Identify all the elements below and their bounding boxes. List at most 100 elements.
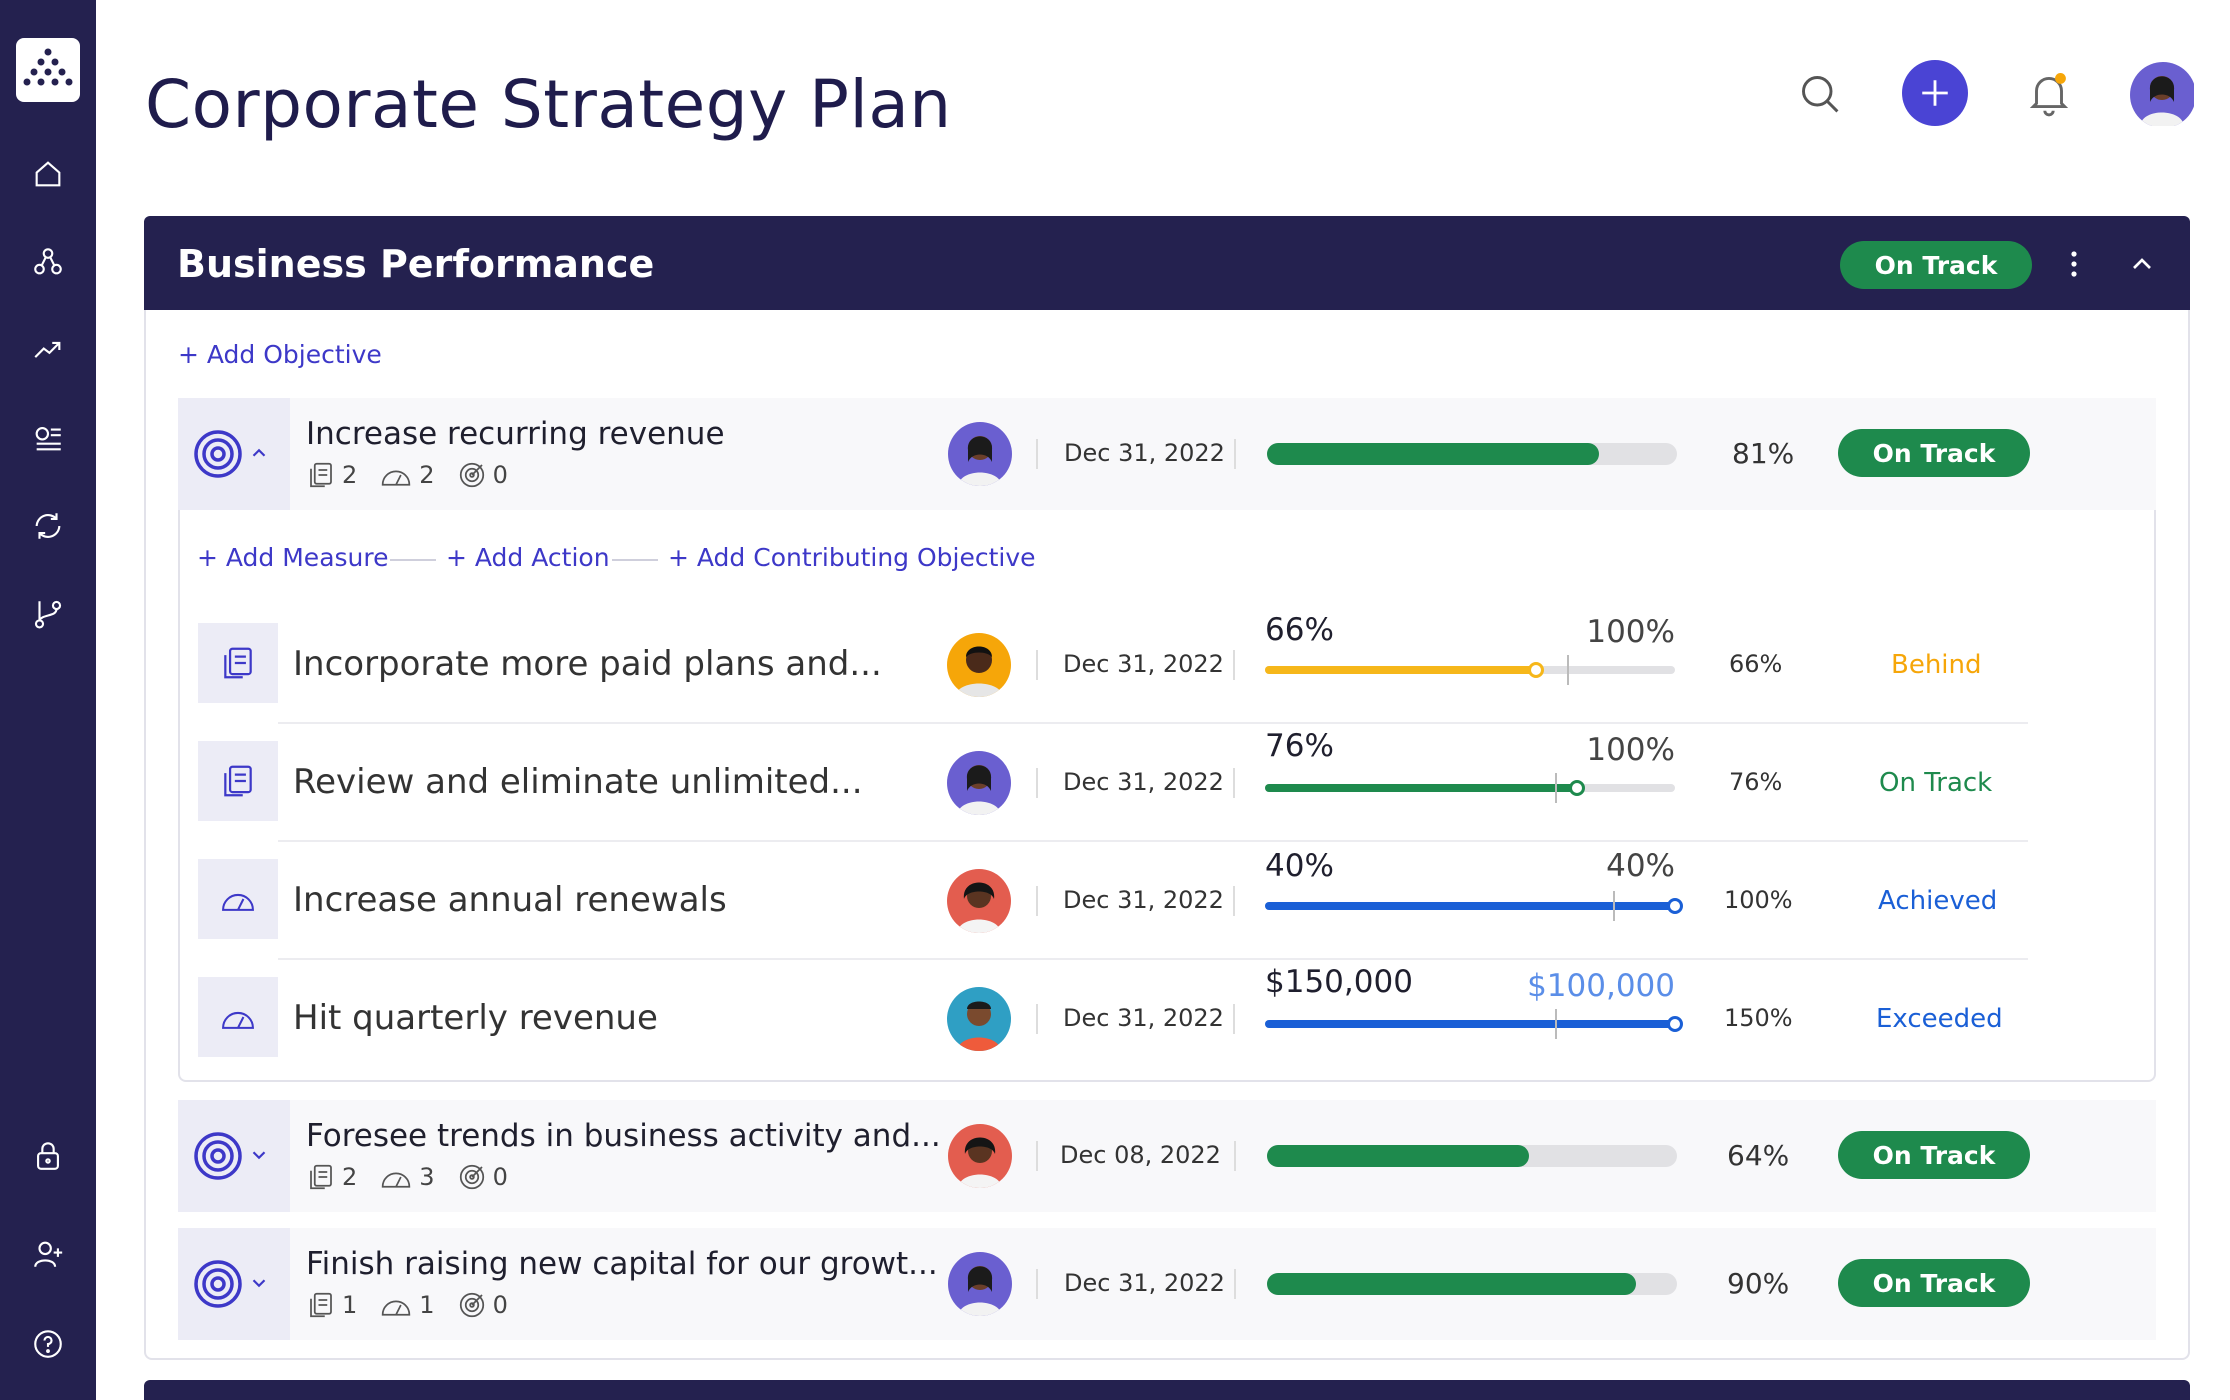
objective-title[interactable]: Foresee trends in business activity and.… [306, 1118, 941, 1154]
objective-detail-panel [178, 510, 2156, 1082]
hierarchy-icon[interactable] [30, 244, 66, 280]
collapse-chevron-icon[interactable] [2126, 248, 2158, 280]
measure-row[interactable]: Incorporate more paid plans and... Dec 3… [198, 606, 2028, 724]
separator [1036, 768, 1038, 798]
add-objective-link[interactable]: + Add Objective [178, 340, 382, 369]
logo-icon [23, 48, 73, 86]
measure-date: Dec 31, 2022 [1063, 650, 1224, 678]
measure-title[interactable]: Hit quarterly revenue [293, 998, 658, 1038]
measure-percent: 100% [1724, 886, 1793, 914]
target-marker [1567, 655, 1569, 685]
measure-target-value: $100,000 [1527, 968, 1675, 1004]
owner-avatar[interactable] [947, 987, 1011, 1051]
search-icon[interactable] [1796, 70, 1844, 118]
more-options-icon[interactable] [2064, 244, 2084, 284]
list-icon[interactable] [30, 420, 66, 456]
add-action-link[interactable]: + Add Action [446, 543, 610, 572]
trend-icon[interactable] [30, 332, 66, 368]
bell-icon[interactable] [2022, 66, 2076, 120]
target-icon [194, 430, 242, 478]
objective-icon-cell [178, 398, 290, 510]
objective-row[interactable]: Finish raising new capital for our growt… [178, 1228, 2156, 1340]
separator [1036, 650, 1038, 680]
measure-status: On Track [1879, 768, 1993, 798]
owner-avatar[interactable] [947, 633, 1011, 697]
objective-date: Dec 31, 2022 [1064, 1269, 1225, 1297]
separator [1233, 650, 1235, 680]
objective-date: Dec 31, 2022 [1064, 439, 1225, 467]
home-icon[interactable] [30, 156, 66, 192]
separator [1234, 439, 1236, 469]
objective-status-badge[interactable]: On Track [1838, 1131, 2030, 1179]
measure-row[interactable]: Review and eliminate unlimited... Dec 31… [198, 724, 2028, 842]
objective-percent: 90% [1727, 1267, 1790, 1300]
app-logo[interactable] [16, 38, 80, 102]
help-icon[interactable] [30, 1326, 66, 1362]
measure-icon [224, 647, 252, 679]
plus-icon [1922, 80, 1948, 106]
measure-count: 2 [342, 1163, 358, 1191]
measure-status: Behind [1891, 650, 1982, 680]
add-contributing-objective-link[interactable]: + Add Contributing Objective [668, 543, 1036, 572]
objective-row[interactable]: Increase recurring revenue 2 2 0 [178, 398, 2156, 510]
action-count: 3 [419, 1163, 435, 1191]
owner-avatar[interactable] [948, 1124, 1012, 1188]
measure-row[interactable]: Hit quarterly revenue Dec 31, 2022 $150,… [198, 960, 2028, 1078]
objective-date: Dec 08, 2022 [1060, 1141, 1221, 1169]
owner-avatar[interactable] [947, 751, 1011, 815]
lock-icon[interactable] [30, 1138, 66, 1174]
section-status-badge[interactable]: On Track [1840, 241, 2032, 289]
objective-percent: 64% [1727, 1139, 1790, 1172]
chevron-down-icon[interactable] [248, 1272, 270, 1294]
owner-avatar[interactable] [947, 869, 1011, 933]
objective-percent: 81% [1732, 437, 1795, 470]
chevron-down-icon[interactable] [248, 1144, 270, 1166]
measure-current-value: 76% [1265, 728, 1334, 764]
objective-progress-bar [1267, 1273, 1677, 1295]
measure-progress-knob [1667, 898, 1683, 914]
measure-progress-fill [1265, 902, 1675, 910]
measure-title[interactable]: Review and eliminate unlimited... [293, 762, 863, 802]
branch-icon[interactable] [30, 596, 66, 632]
sidebar [0, 0, 96, 1400]
page-title: Corporate Strategy Plan [145, 66, 952, 143]
target-icon [194, 1260, 242, 1308]
measure-title[interactable]: Incorporate more paid plans and... [293, 644, 882, 684]
measure-title[interactable]: Increase annual renewals [293, 880, 727, 920]
separator [1036, 439, 1038, 469]
separator [1036, 1141, 1038, 1171]
measure-progress-track [1265, 902, 1675, 910]
objective-status-badge[interactable]: On Track [1838, 1259, 2030, 1307]
objective-title[interactable]: Finish raising new capital for our growt… [306, 1246, 938, 1282]
add-user-icon[interactable] [30, 1236, 66, 1272]
owner-avatar[interactable] [948, 1252, 1012, 1316]
action-icon [222, 893, 254, 911]
avatar-image [948, 1252, 1012, 1316]
row-divider [278, 958, 2028, 960]
sync-icon[interactable] [30, 508, 66, 544]
measure-icon [310, 462, 332, 488]
measure-progress-knob [1667, 1016, 1683, 1032]
next-section-header [144, 1380, 2190, 1400]
progress-fill [1267, 1273, 1636, 1295]
progress-fill [1267, 1145, 1530, 1167]
objective-icon-cell [178, 1228, 290, 1340]
measure-date: Dec 31, 2022 [1063, 1004, 1224, 1032]
measure-progress-knob [1527, 662, 1544, 678]
action-icon [382, 1172, 411, 1188]
link-connector [612, 559, 658, 561]
measure-icon-cell [198, 623, 278, 703]
add-measure-link[interactable]: + Add Measure [197, 543, 389, 572]
objective-title[interactable]: Increase recurring revenue [306, 416, 725, 452]
measure-row[interactable]: Increase annual renewals Dec 31, 2022 40… [198, 842, 2028, 960]
section-title: Business Performance [177, 242, 655, 286]
objective-progress-bar [1267, 1145, 1677, 1167]
objective-row[interactable]: Foresee trends in business activity and.… [178, 1100, 2156, 1212]
add-button[interactable] [1902, 60, 1968, 126]
measure-current-value: 40% [1265, 848, 1334, 884]
chevron-up-icon[interactable] [248, 442, 270, 464]
user-avatar[interactable] [2130, 62, 2196, 128]
owner-avatar[interactable] [948, 422, 1012, 486]
measure-progress-fill [1265, 1020, 1675, 1028]
objective-status-badge[interactable]: On Track [1838, 429, 2030, 477]
